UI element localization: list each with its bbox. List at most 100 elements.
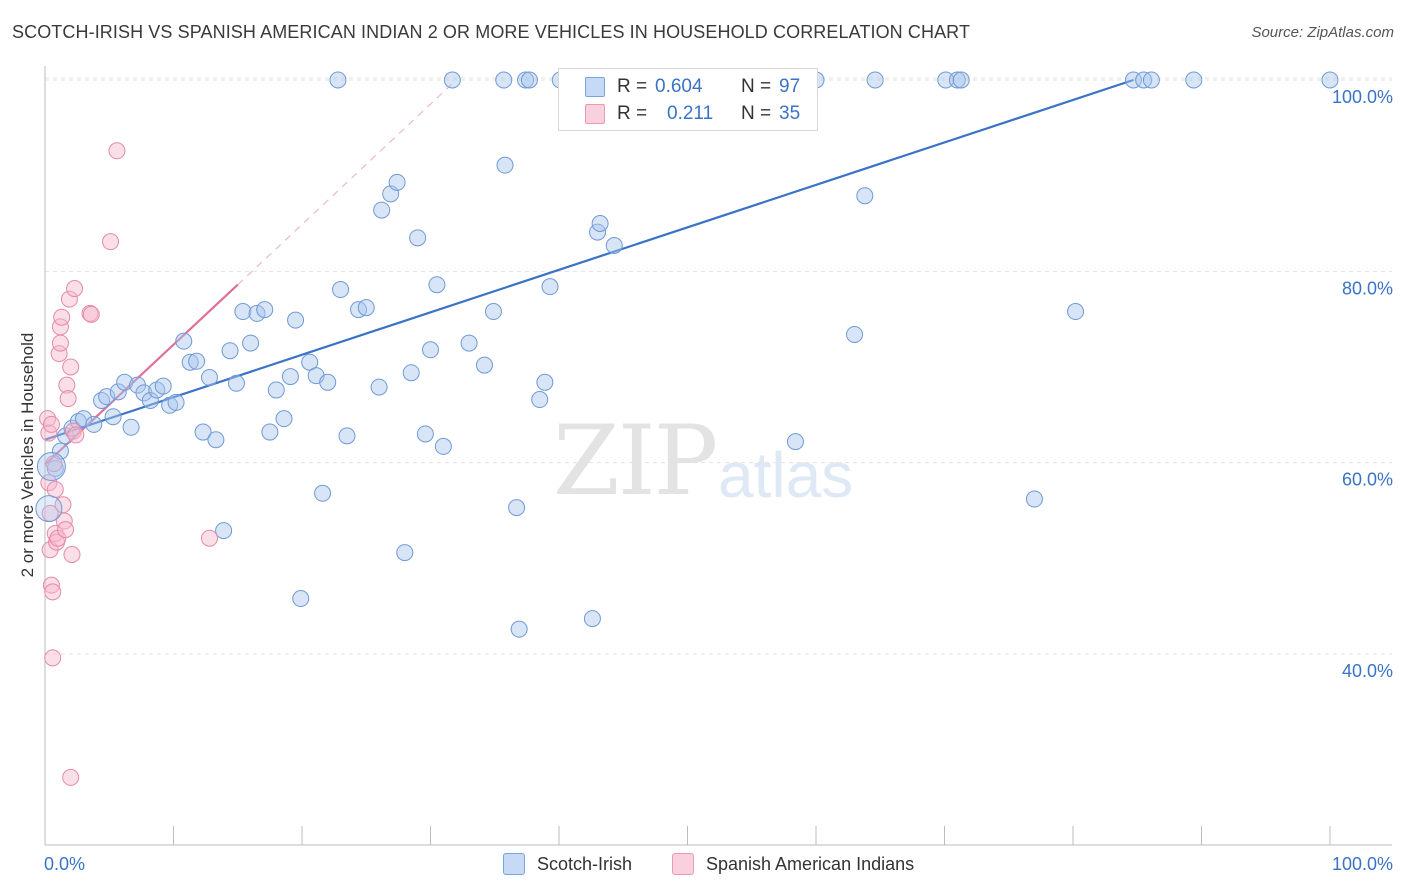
point-scotch-irish [1124, 71, 1142, 89]
point-spanish-american-indian [51, 334, 69, 352]
point-scotch-irish [428, 276, 446, 294]
point-scotch-irish [605, 237, 623, 255]
x-tick-label: 0.0% [44, 854, 85, 874]
point-scotch-irish [104, 408, 122, 426]
point-scotch-irish [1067, 303, 1085, 321]
point-spanish-american-indian [45, 455, 63, 473]
point-scotch-irish [495, 71, 513, 89]
legend-n-value: 35 [779, 103, 801, 124]
legend-r-label: R = [617, 103, 648, 124]
point-scotch-irish [267, 381, 285, 399]
point-scotch-irish [520, 71, 538, 89]
point-scotch-irish [338, 427, 356, 445]
legend: R = 0.604 N = 97 R = 0.211 N = 35 [558, 68, 818, 131]
point-scotch-irish [508, 499, 526, 517]
point-spanish-american-indian [44, 649, 62, 667]
source-label: Source: ZipAtlas.com [1251, 24, 1394, 41]
point-scotch-irish [1025, 490, 1043, 508]
point-spanish-american-indian [58, 376, 76, 394]
bottom-legend-swatch-blue [503, 853, 525, 875]
point-spanish-american-indian [67, 426, 85, 444]
point-scotch-irish [175, 332, 193, 350]
point-scotch-irish [434, 437, 452, 455]
point-scotch-irish [248, 304, 266, 322]
trendlines [44, 78, 1134, 466]
legend-swatch-blue [585, 77, 605, 97]
watermark-atlas: atlas [718, 439, 854, 511]
legend-swatch-pink [585, 104, 605, 124]
point-scotch-irish [234, 303, 252, 321]
point-scotch-irish [261, 423, 279, 441]
point-spanish-american-indian [42, 415, 60, 433]
bottom-legend-label: Spanish American Indians [706, 853, 915, 874]
point-scotch-irish [846, 325, 864, 343]
chart-title: SCOTCH-IRISH VS SPANISH AMERICAN INDIAN … [12, 22, 971, 42]
point-spanish-american-indian [59, 390, 77, 408]
point-scotch-irish [85, 415, 103, 433]
point-scotch-irish [36, 451, 66, 481]
point-scotch-irish [517, 71, 535, 89]
point-scotch-irish [292, 590, 310, 608]
legend-row-scotch-irish: R = 0.604 N = 97 [585, 74, 800, 100]
point-scotch-irish [786, 433, 804, 451]
point-scotch-irish [200, 369, 218, 387]
point-scotch-irish [443, 71, 461, 89]
point-spanish-american-indian [57, 521, 75, 539]
point-spanish-american-indian [44, 583, 62, 601]
point-scotch-irish [141, 391, 159, 409]
point-scotch-irish [948, 71, 966, 89]
point-scotch-irish [409, 229, 427, 247]
tick-labels: 40.0% 60.0% 80.0% 100.0% 0.0% 100.0% [44, 87, 1393, 874]
point-scotch-irish [541, 278, 559, 296]
point-scotch-irish [319, 373, 337, 391]
point-scotch-irish [116, 373, 134, 391]
point-scotch-irish [256, 301, 274, 319]
point-scotch-irish [422, 341, 439, 359]
point-scotch-irish [194, 423, 212, 441]
point-spanish-american-indian [46, 480, 64, 498]
point-scotch-irish [227, 374, 245, 392]
legend-n-value: 97 [779, 76, 801, 97]
y-axis-label: 2 or more Vehicles in Household [18, 332, 37, 578]
point-scotch-irish [287, 311, 305, 329]
x-tick-label: 100.0% [1332, 854, 1393, 874]
point-scotch-irish [207, 431, 225, 449]
point-scotch-irish [281, 368, 299, 386]
point-scotch-irish [329, 71, 347, 89]
legend-n-label: N = [741, 103, 772, 124]
point-scotch-irish [583, 610, 601, 628]
point-spanish-american-indian [63, 546, 81, 564]
point-scotch-irish [856, 187, 874, 205]
bottom-legend-swatch-pink [672, 853, 694, 875]
point-scotch-irish [460, 334, 478, 352]
point-scotch-irish [167, 393, 185, 411]
point-scotch-irish [402, 364, 420, 382]
point-spanish-american-indian [200, 529, 218, 547]
point-spanish-american-indian [81, 304, 99, 322]
point-scotch-irish [866, 71, 884, 89]
point-scotch-irish [388, 173, 406, 191]
point-scotch-irish [531, 391, 549, 409]
point-scotch-irish [75, 410, 93, 428]
gridlines [45, 77, 1392, 655]
point-scotch-irish [275, 410, 293, 428]
point-scotch-irish [215, 522, 233, 540]
point-scotch-irish [1321, 71, 1339, 89]
bottom-legend-scotch-irish: Scotch-Irish [503, 851, 632, 877]
point-scotch-irish [496, 156, 514, 174]
point-scotch-irish [314, 484, 332, 502]
point-spanish-american-indian [42, 576, 60, 594]
point-scotch-irish [475, 356, 493, 374]
y-tick-label: 40.0% [1342, 661, 1393, 681]
point-scotch-irish [242, 334, 260, 352]
point-spanish-american-indian [62, 768, 80, 786]
bottom-legend-label: Scotch-Irish [537, 853, 633, 874]
point-scotch-irish [396, 544, 414, 562]
point-scotch-irish [370, 378, 388, 396]
point-scotch-irish [937, 71, 955, 89]
trendline-spanish-american-indians-extension [237, 79, 457, 286]
point-spanish-american-indian [60, 290, 78, 308]
point-scotch-irish [35, 495, 63, 523]
point-spanish-american-indian [53, 308, 71, 326]
